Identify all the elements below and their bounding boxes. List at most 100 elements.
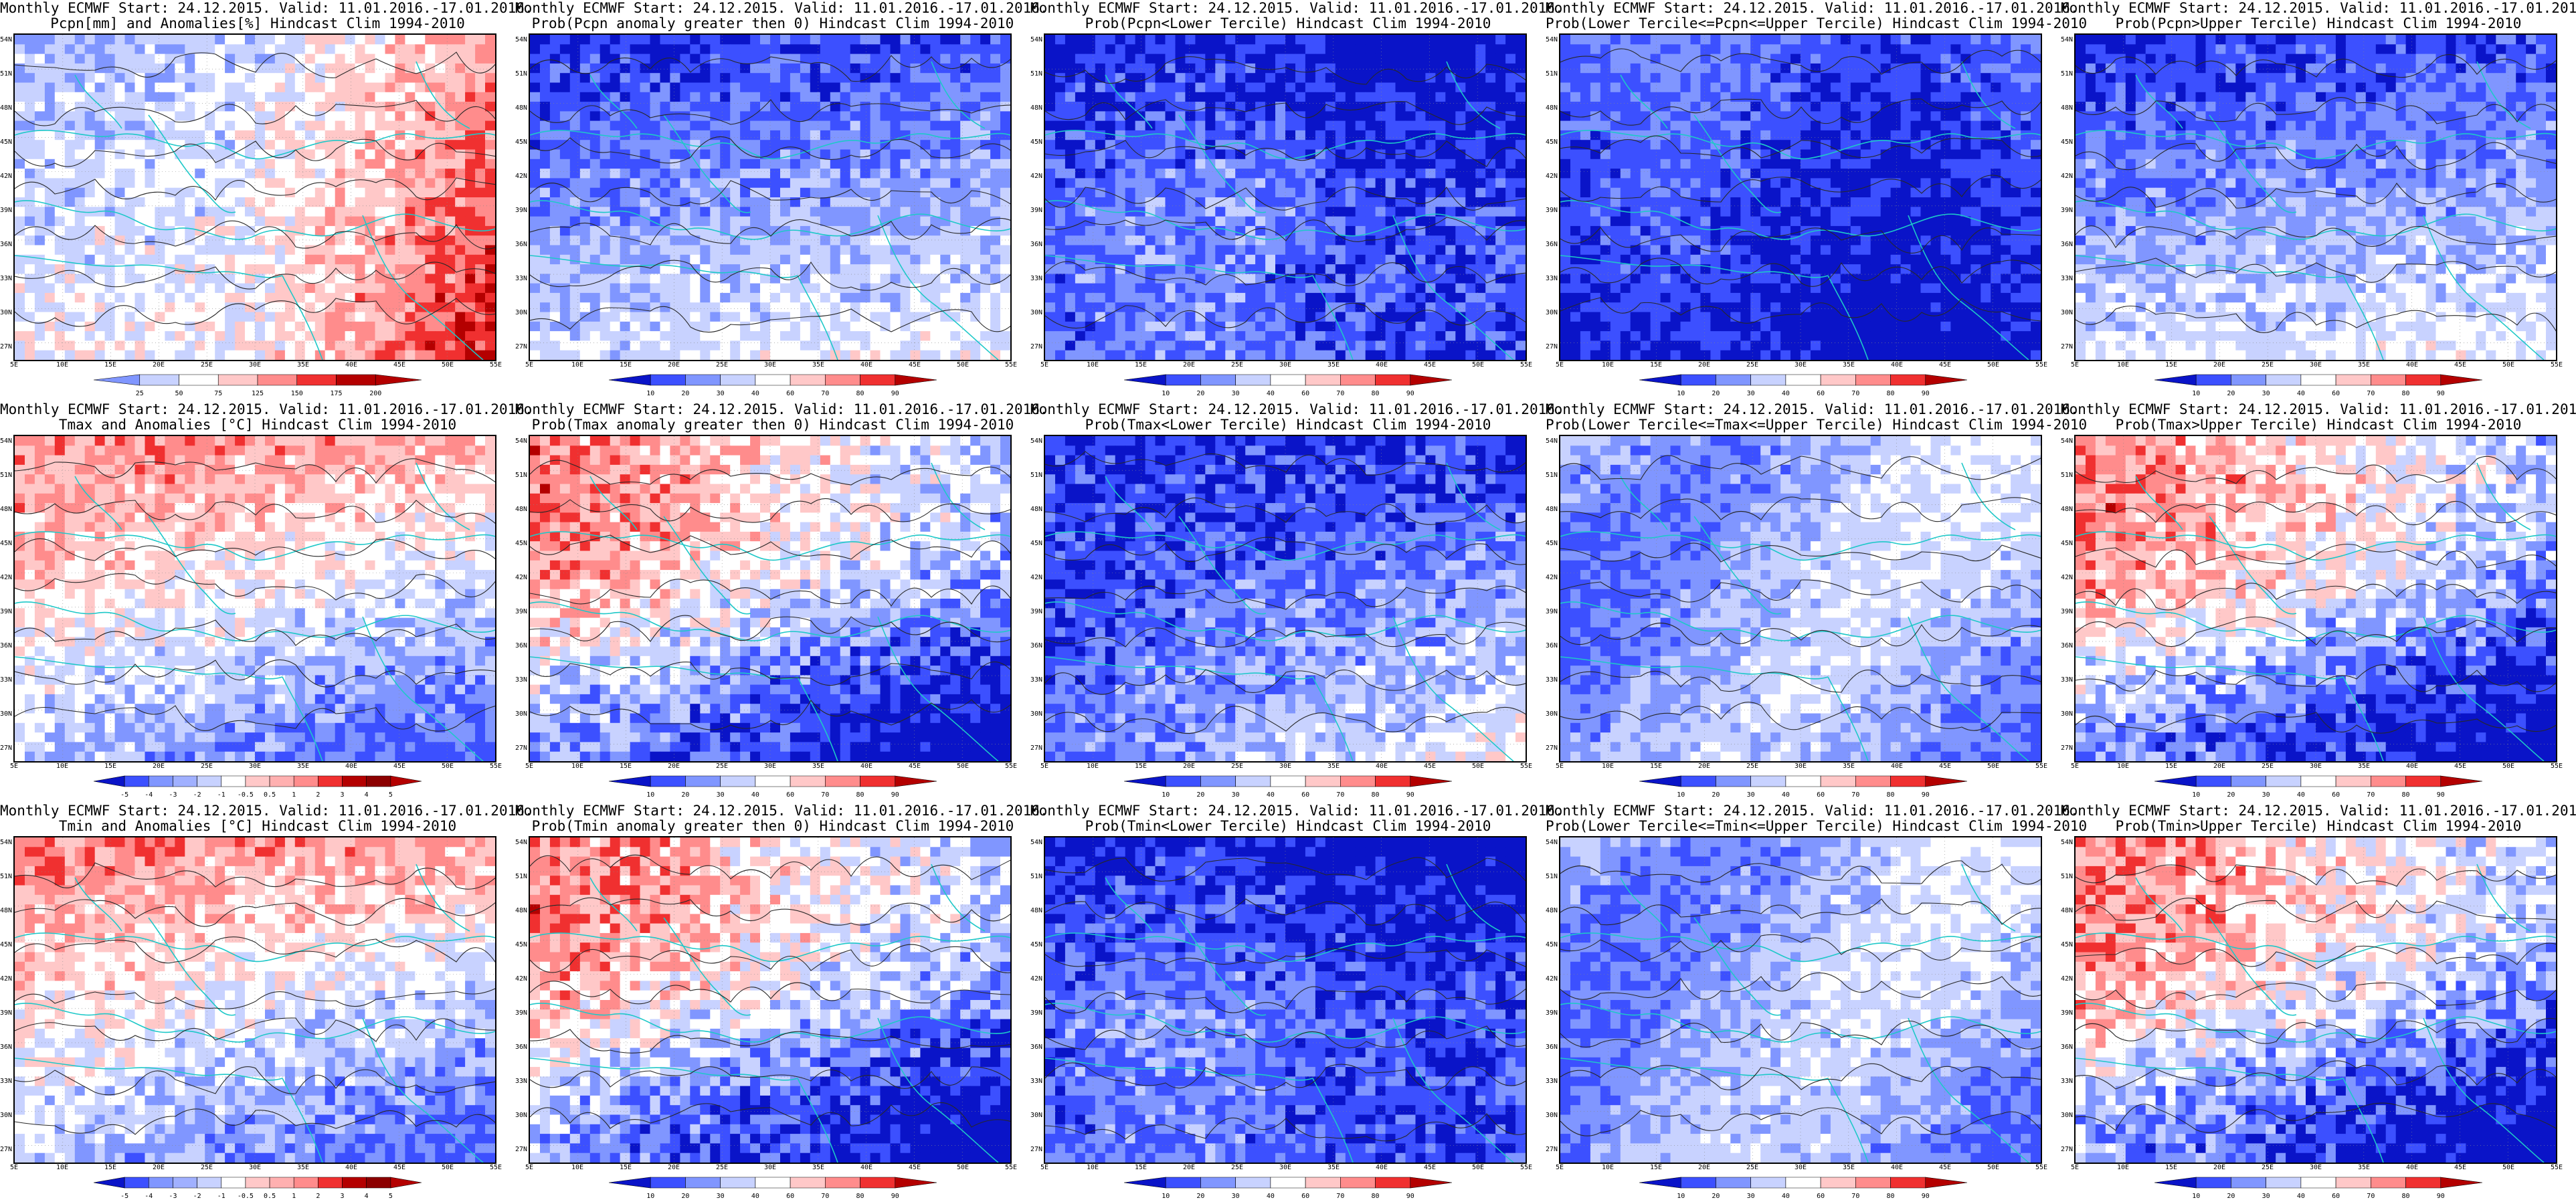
lat-label: 36N: [2061, 643, 2073, 649]
lon-label: 55E: [2035, 1165, 2047, 1171]
lat-label: 48N: [0, 506, 12, 513]
lon-label: 5E: [1040, 362, 1048, 369]
lat-label: 36N: [0, 1044, 12, 1051]
map-panel-tmax-anom: Monthly ECMWF Start: 24.12.2015. Valid: …: [0, 401, 533, 803]
lat-label: 54N: [1030, 438, 1042, 445]
lat-label: 45N: [515, 540, 527, 547]
colorbar-label: 3: [341, 1193, 345, 1200]
lat-label: 36N: [1030, 1044, 1042, 1051]
lon-label: 50E: [1987, 763, 1999, 770]
lat-label: 30N: [1030, 711, 1042, 718]
lat-label: 48N: [1546, 506, 1558, 513]
colorbar-label: 90: [2437, 391, 2445, 397]
colorbar-label: 40: [751, 1193, 759, 1200]
lat-label: 48N: [0, 105, 12, 112]
colorbar-segment: [650, 374, 686, 386]
colorbar-segment: [1716, 1177, 1751, 1189]
lat-label: 48N: [2061, 105, 2073, 112]
map-area: [13, 435, 496, 763]
colorbar-segment: [2300, 374, 2336, 386]
lat-label: 51N: [0, 472, 12, 479]
colorbar-segment: [1165, 1177, 1201, 1189]
colorbar-label: 80: [2402, 792, 2410, 799]
contour-lines: [2076, 456, 2556, 734]
map-canvas: [530, 35, 1010, 360]
panel-title: Monthly ECMWF Start: 24.12.2015. Valid: …: [1030, 803, 1564, 819]
colorbar-label: 5: [389, 792, 393, 799]
lat-label: 51N: [1030, 71, 1042, 78]
map-area: [2074, 33, 2557, 361]
lon-label: 15E: [2165, 1165, 2177, 1171]
colorbar-segment: [1305, 374, 1341, 386]
lon-label: 40E: [1891, 362, 1903, 369]
lon-label: 35E: [1327, 1165, 1340, 1171]
colorbar-segment: [1855, 1177, 1891, 1189]
lon-label: 20E: [2213, 362, 2225, 369]
lat-label: 30N: [1546, 1112, 1558, 1119]
colorbar-label: 30: [2262, 391, 2270, 397]
colorbar-segment: [685, 374, 721, 386]
lon-label: 30E: [1795, 362, 1807, 369]
lon-label: 20E: [2213, 763, 2225, 770]
lat-label: 48N: [515, 506, 527, 513]
colorbar-segment: [1165, 374, 1201, 386]
lat-label: 51N: [515, 71, 527, 78]
lon-label: 15E: [2165, 362, 2177, 369]
contour-lines: [1560, 860, 2041, 1136]
lon-label: 5E: [2071, 362, 2079, 369]
lat-label: 42N: [0, 976, 12, 983]
lon-label: 50E: [442, 1165, 454, 1171]
colorbar-segment: [755, 374, 791, 386]
lon-label: 30E: [1279, 362, 1291, 369]
colorbar-label: 80: [1372, 1193, 1380, 1200]
lat-label: 36N: [515, 241, 527, 248]
colorbar-label: -4: [145, 1193, 153, 1200]
coastlines: [2076, 462, 2556, 761]
colorbar-label: 40: [1267, 391, 1275, 397]
lat-label: 54N: [0, 839, 12, 846]
lon-label: 45E: [1424, 1165, 1436, 1171]
lon-label: 35E: [812, 763, 824, 770]
coastlines: [15, 462, 495, 761]
panel-subtitle: Prob(Tmax<Lower Tercile) Hindcast Clim 1…: [1030, 417, 1546, 433]
colorbar-label: 10: [2192, 391, 2200, 397]
colorbar: [609, 1177, 937, 1189]
lon-label: 25E: [716, 1165, 728, 1171]
lon-label: 40E: [1891, 763, 1903, 770]
lon-label: 40E: [1376, 1165, 1388, 1171]
lon-label: 55E: [490, 1165, 502, 1171]
lon-label: 15E: [104, 763, 116, 770]
graticule: [1045, 837, 1526, 1163]
colorbar-segment: [1375, 775, 1411, 787]
lat-label: 54N: [2061, 438, 2073, 445]
colorbar-label: -2: [193, 792, 201, 799]
map-area: [529, 836, 1012, 1164]
shaded-field: [2076, 837, 2556, 1163]
map-canvas: [1045, 35, 1526, 360]
map-panel-tmin-prob-lower: Monthly ECMWF Start: 24.12.2015. Valid: …: [1030, 803, 1564, 1204]
colorbar-label: -0.5: [238, 792, 254, 799]
lat-label: 27N: [1546, 745, 1558, 752]
colorbar-segment: [1820, 775, 1856, 787]
colorbar-segment: [2231, 374, 2266, 386]
colorbar-segment: [1200, 374, 1236, 386]
lat-label: 27N: [1030, 344, 1042, 350]
lat-label: 30N: [0, 1112, 12, 1119]
lon-label: 5E: [2071, 1165, 2079, 1171]
colorbar-segment: [1750, 1177, 1786, 1189]
colorbar-label: 20: [1712, 792, 1720, 799]
colorbar-segment: [1785, 374, 1821, 386]
lon-label: 45E: [1939, 763, 1951, 770]
lat-label: 42N: [515, 976, 527, 983]
panel-title: Monthly ECMWF Start: 24.12.2015. Valid: …: [2061, 0, 2576, 16]
lat-label: 48N: [1546, 105, 1558, 112]
lon-label: 40E: [2406, 1165, 2418, 1171]
lon-label: 5E: [525, 1165, 533, 1171]
lat-label: 36N: [1030, 241, 1042, 248]
lon-label: 20E: [668, 362, 680, 369]
lon-label: 50E: [442, 763, 454, 770]
lon-label: 20E: [1183, 1165, 1195, 1171]
panel-title: Monthly ECMWF Start: 24.12.2015. Valid: …: [1546, 0, 2079, 16]
lon-label: 20E: [1698, 1165, 1710, 1171]
map-area: [1559, 836, 2042, 1164]
